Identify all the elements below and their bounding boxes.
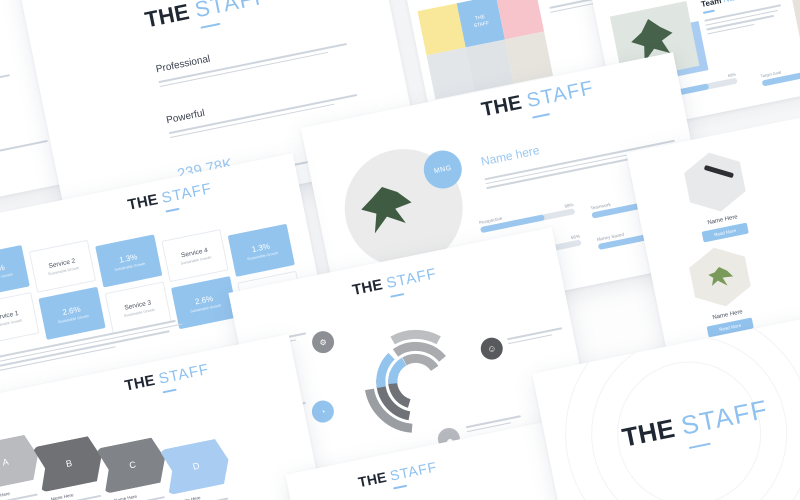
- process-step[interactable]: C: [96, 436, 170, 494]
- service-cell[interactable]: 2.6% Sustainable Growth: [38, 286, 106, 340]
- title-underline: [162, 388, 177, 394]
- service-sub: Sustainable Growth: [57, 313, 89, 324]
- title-word-dark: THE: [350, 276, 385, 300]
- title-word-dark: THE: [126, 191, 160, 214]
- gear-icon[interactable]: ⚙: [310, 329, 337, 356]
- title-underline: [390, 293, 405, 298]
- step-caption: Name Here: [0, 485, 41, 500]
- title-word-dark: THE: [479, 91, 524, 122]
- process-step[interactable]: B: [32, 434, 106, 492]
- donut-note: [507, 327, 566, 347]
- step-letter: B: [65, 457, 73, 469]
- title-word-light: STAFF: [524, 77, 596, 113]
- service-cell[interactable]: Service 4 Sustainable Growth: [161, 229, 229, 283]
- title-underline: [165, 207, 180, 213]
- badge-text: MNG: [433, 164, 453, 175]
- title-word-light: STAFF: [388, 458, 439, 484]
- tile-photo-3[interactable]: [504, 31, 554, 84]
- slide-donut-infographic[interactable]: THE STAFF ⚙ ☺ ◔ ☁: [228, 227, 594, 499]
- title-word-dark: THE: [123, 371, 157, 395]
- service-cell[interactable]: 1.3% Sustainable Growth: [227, 223, 295, 277]
- service-cell[interactable]: Service 2 Sustainable Growth: [28, 239, 97, 293]
- profile-name: Name here: [479, 143, 541, 169]
- step-letter: D: [191, 460, 201, 472]
- service-cell[interactable]: Service 1 Sustainable Growth: [0, 292, 40, 346]
- process-step[interactable]: A: [0, 433, 42, 491]
- title-word-dark: THE: [356, 468, 388, 491]
- title-word-dark: THE: [142, 0, 192, 33]
- title-word-light: STAFF: [160, 180, 214, 207]
- title-word-light: STAFF: [157, 360, 211, 388]
- chart-icon[interactable]: ◔: [309, 398, 336, 425]
- service-sub: Sustainable Growth: [246, 250, 279, 261]
- title-underline: [200, 22, 221, 29]
- hex-photo-frame[interactable]: [677, 146, 754, 218]
- service-sub: Sustainable Growth: [0, 271, 14, 282]
- service-sub: Sustainable Growth: [189, 302, 222, 314]
- service-sub: Sustainable Growth: [114, 261, 146, 272]
- team-heading-light: Name: [722, 0, 745, 5]
- service-cell[interactable]: 1.3% Sustainable Growth: [95, 234, 163, 288]
- user-icon[interactable]: ☺: [478, 335, 505, 362]
- step-letter: A: [1, 456, 10, 468]
- title-underline: [532, 113, 551, 119]
- step-letter: C: [128, 459, 137, 471]
- profile-skill-bar: Perspective 68%: [479, 201, 576, 234]
- team-photo-secondary: [789, 0, 800, 47]
- hex-photo-frame[interactable]: [682, 241, 759, 313]
- title-underline: [393, 484, 408, 490]
- team-skill-bar: Target Goal 84%: [760, 53, 800, 87]
- feature-heading: Professional: [0, 0, 3, 43]
- title-word-light: STAFF: [384, 265, 439, 293]
- process-step[interactable]: D: [159, 437, 233, 495]
- service-cell[interactable]: 1.3% Sustainable Growth: [0, 245, 30, 299]
- button-label: Read More: [713, 227, 737, 238]
- title-word-light: STAFF: [192, 0, 271, 23]
- team-heading-dark: Team: [700, 0, 723, 10]
- donut-chart: [364, 329, 468, 433]
- heading-underline: [702, 9, 715, 14]
